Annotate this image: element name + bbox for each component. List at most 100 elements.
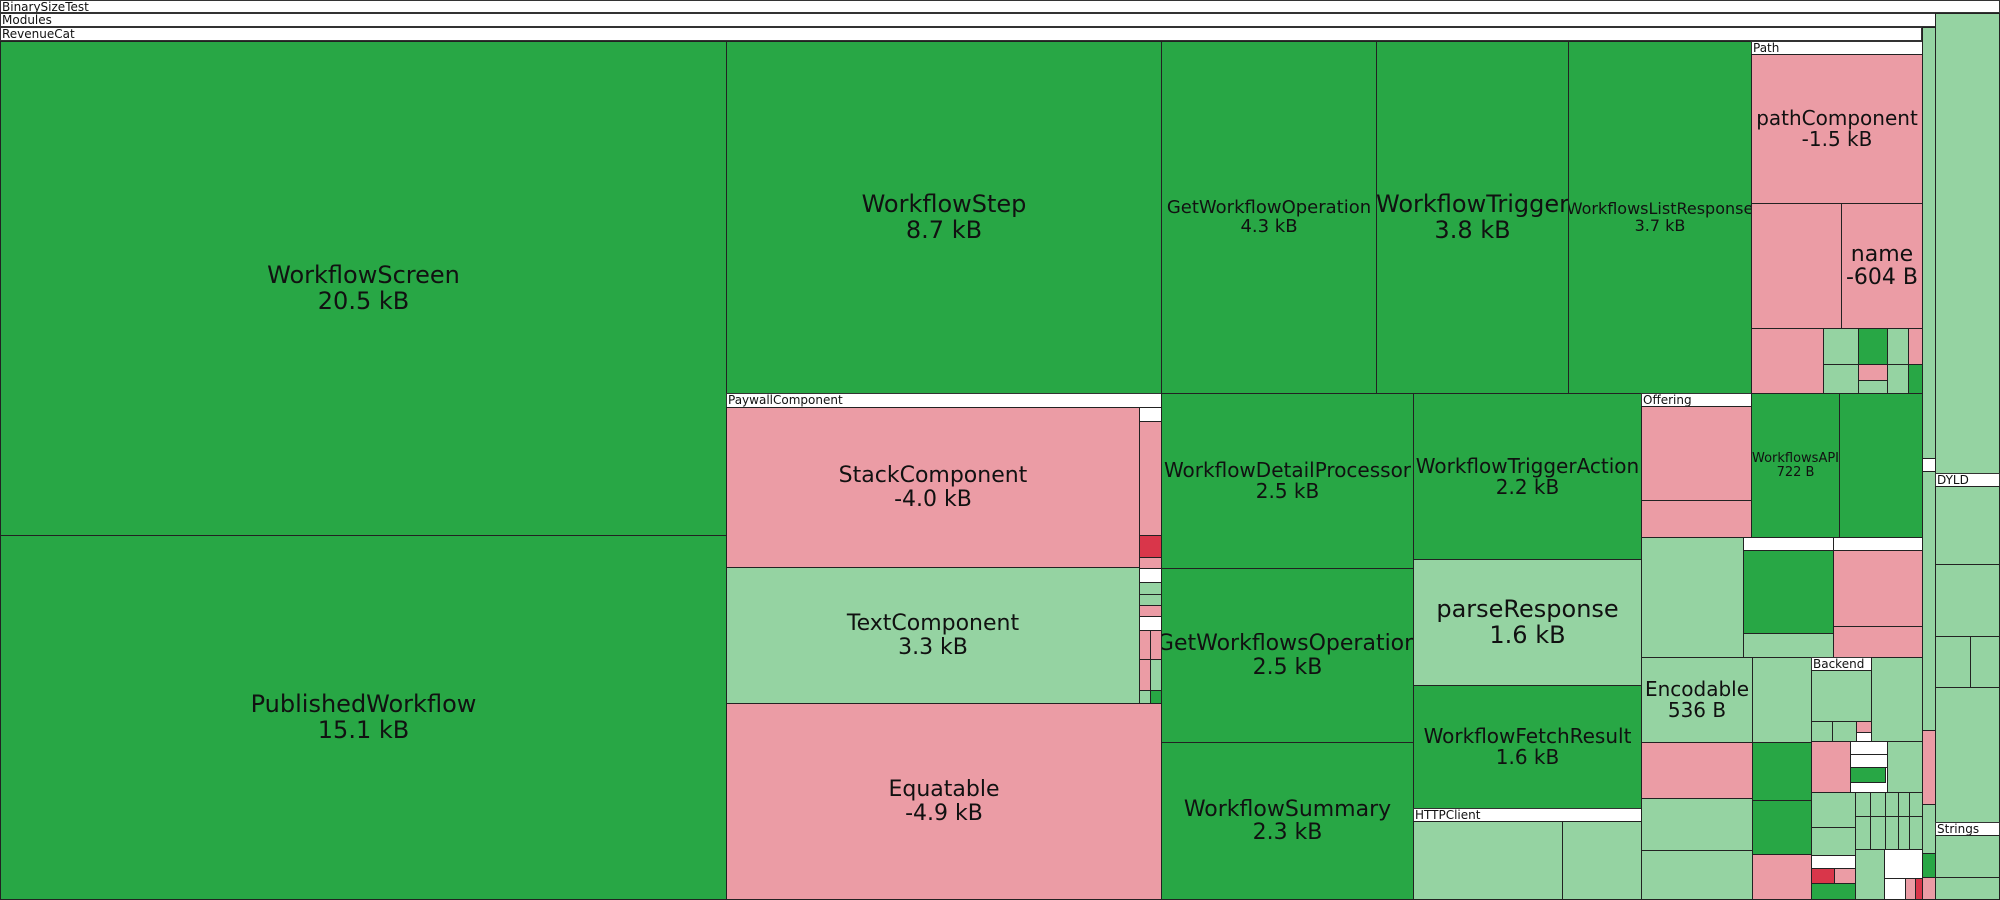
backend-block[interactable]: [1811, 883, 1856, 900]
paywall-small-block[interactable]: [1139, 568, 1162, 583]
narrow-column-block[interactable]: [1922, 804, 1936, 854]
offering-block[interactable]: [1641, 500, 1752, 538]
node-workflow-screen[interactable]: WorkflowScreen 20.5 kB: [0, 41, 727, 536]
node-stack-component[interactable]: StackComponent -4.0 kB: [726, 407, 1140, 568]
cluster-block[interactable]: [1641, 798, 1753, 851]
node-workflow-fetch-result[interactable]: WorkflowFetchResult 1.6 kB: [1413, 685, 1642, 809]
cluster-block[interactable]: [1752, 854, 1812, 900]
cluster-block[interactable]: [1752, 742, 1812, 801]
node-workflows-api[interactable]: WorkflowsAPI 722 B: [1751, 393, 1840, 538]
group-header-revenuecat[interactable]: RevenueCat: [0, 27, 1922, 41]
path-block[interactable]: [1908, 328, 1923, 365]
strings-block[interactable]: [1935, 877, 2000, 900]
backend-block[interactable]: [1811, 855, 1856, 869]
backend-block[interactable]: [1811, 670, 1872, 722]
narrow-column-block[interactable]: [1922, 730, 1936, 805]
group-header-dyld[interactable]: DYLD: [1935, 473, 2000, 487]
path-block[interactable]: [1858, 380, 1888, 394]
backend-block[interactable]: [1834, 868, 1856, 884]
backend-block[interactable]: [1832, 721, 1857, 742]
backend-block[interactable]: [1884, 878, 1906, 900]
dyld-block[interactable]: [1935, 486, 2000, 565]
backend-block[interactable]: [1870, 816, 1886, 850]
node-text-component[interactable]: TextComponent 3.3 kB: [726, 567, 1140, 704]
strings-block[interactable]: [1935, 835, 2000, 878]
path-block[interactable]: [1751, 328, 1824, 394]
node-workflow-detail-processor[interactable]: WorkflowDetailProcessor 2.5 kB: [1161, 393, 1414, 569]
backend-block[interactable]: [1870, 792, 1886, 817]
cluster-block[interactable]: [1641, 850, 1753, 900]
backend-block[interactable]: [1885, 816, 1899, 850]
node-equatable[interactable]: Equatable -4.9 kB: [726, 703, 1162, 900]
node-path-component[interactable]: pathComponent -1.5 kB: [1751, 54, 1923, 204]
node-workflow-step[interactable]: WorkflowStep 8.7 kB: [726, 41, 1162, 394]
path-block[interactable]: [1908, 364, 1923, 394]
path-block[interactable]: [1823, 364, 1859, 394]
backend-block[interactable]: [1909, 816, 1923, 850]
paywall-small-block[interactable]: [1139, 407, 1162, 422]
path-block[interactable]: [1858, 328, 1888, 365]
dyld-block[interactable]: [1935, 687, 2000, 823]
backend-block[interactable]: [1811, 741, 1851, 793]
path-block[interactable]: [1887, 364, 1909, 394]
cluster-block[interactable]: [1641, 537, 1744, 658]
group-header-path[interactable]: Path: [1751, 41, 1923, 55]
backend-block[interactable]: [1885, 792, 1899, 817]
backend-block[interactable]: [1909, 792, 1923, 817]
backend-block[interactable]: [1855, 792, 1871, 817]
cluster-block[interactable]: [1743, 537, 1834, 551]
backend-block[interactable]: [1887, 741, 1923, 793]
node-workflow-trigger-action[interactable]: WorkflowTriggerAction 2.2 kB: [1413, 393, 1642, 560]
paywall-small-block[interactable]: [1139, 535, 1162, 558]
node-workflow-summary[interactable]: WorkflowSummary 2.3 kB: [1161, 742, 1414, 900]
node-get-workflows-operation[interactable]: GetWorkflowsOperation 2.5 kB: [1161, 568, 1414, 743]
group-header-modules[interactable]: Modules: [0, 13, 2000, 27]
node-workflow-trigger[interactable]: WorkflowTrigger 3.8 kB: [1376, 41, 1569, 394]
node-workflows-list-response[interactable]: WorkflowsListResponse 3.7 kB: [1568, 41, 1752, 394]
group-header-http-client[interactable]: HTTPClient: [1413, 808, 1642, 822]
narrow-column-block[interactable]: [1922, 471, 1936, 731]
dyld-block[interactable]: [1970, 636, 2000, 688]
group-header-paywall-component[interactable]: PaywallComponent: [726, 393, 1162, 408]
narrow-column-block[interactable]: [1922, 877, 1936, 900]
cluster-block[interactable]: [1833, 550, 1923, 627]
cluster-block[interactable]: [1743, 633, 1834, 658]
backend-block[interactable]: [1855, 849, 1885, 900]
backend-block[interactable]: [1850, 767, 1886, 783]
group-header-binarysizetest[interactable]: BinarySizeTest: [0, 0, 2000, 13]
cluster-block[interactable]: [1743, 550, 1834, 634]
group-header-strings[interactable]: Strings: [1935, 822, 2000, 836]
http-client-block[interactable]: [1562, 821, 1642, 900]
path-block[interactable]: [1858, 364, 1888, 381]
dyld-block[interactable]: [1935, 564, 2000, 637]
cluster-block[interactable]: [1641, 742, 1753, 799]
path-block[interactable]: [1751, 203, 1842, 329]
node-published-workflow[interactable]: PublishedWorkflow 15.1 kB: [0, 535, 727, 900]
path-block[interactable]: [1823, 328, 1859, 365]
cluster-block[interactable]: [1833, 626, 1923, 658]
backend-block[interactable]: [1811, 721, 1833, 742]
backend-block[interactable]: [1884, 849, 1923, 879]
backend-block[interactable]: [1855, 816, 1871, 850]
node-name-property[interactable]: name -604 B: [1841, 203, 1923, 329]
backend-block[interactable]: [1811, 827, 1856, 856]
backend-block[interactable]: [1811, 792, 1856, 828]
narrow-column-block[interactable]: [1922, 853, 1936, 878]
cluster-block[interactable]: [1833, 537, 1923, 551]
backend-block[interactable]: [1871, 657, 1923, 742]
path-block[interactable]: [1887, 328, 1909, 365]
http-client-block[interactable]: [1413, 821, 1563, 900]
dyld-block[interactable]: [1935, 636, 1971, 688]
backend-block[interactable]: [1850, 741, 1888, 755]
offering-block[interactable]: [1641, 406, 1752, 501]
cluster-block[interactable]: [1752, 657, 1812, 743]
group-header-backend[interactable]: Backend: [1811, 657, 1872, 671]
node-parse-response[interactable]: parseResponse 1.6 kB: [1413, 559, 1642, 686]
paywall-small-block[interactable]: [1139, 616, 1162, 631]
cluster-block[interactable]: [1752, 800, 1812, 855]
narrow-column-block[interactable]: [1922, 27, 1936, 459]
node-get-workflow-operation[interactable]: GetWorkflowOperation 4.3 kB: [1161, 41, 1377, 394]
paywall-small-block[interactable]: [1139, 421, 1162, 536]
group-header-offering[interactable]: Offering: [1641, 393, 1752, 407]
backend-block[interactable]: [1811, 868, 1835, 884]
